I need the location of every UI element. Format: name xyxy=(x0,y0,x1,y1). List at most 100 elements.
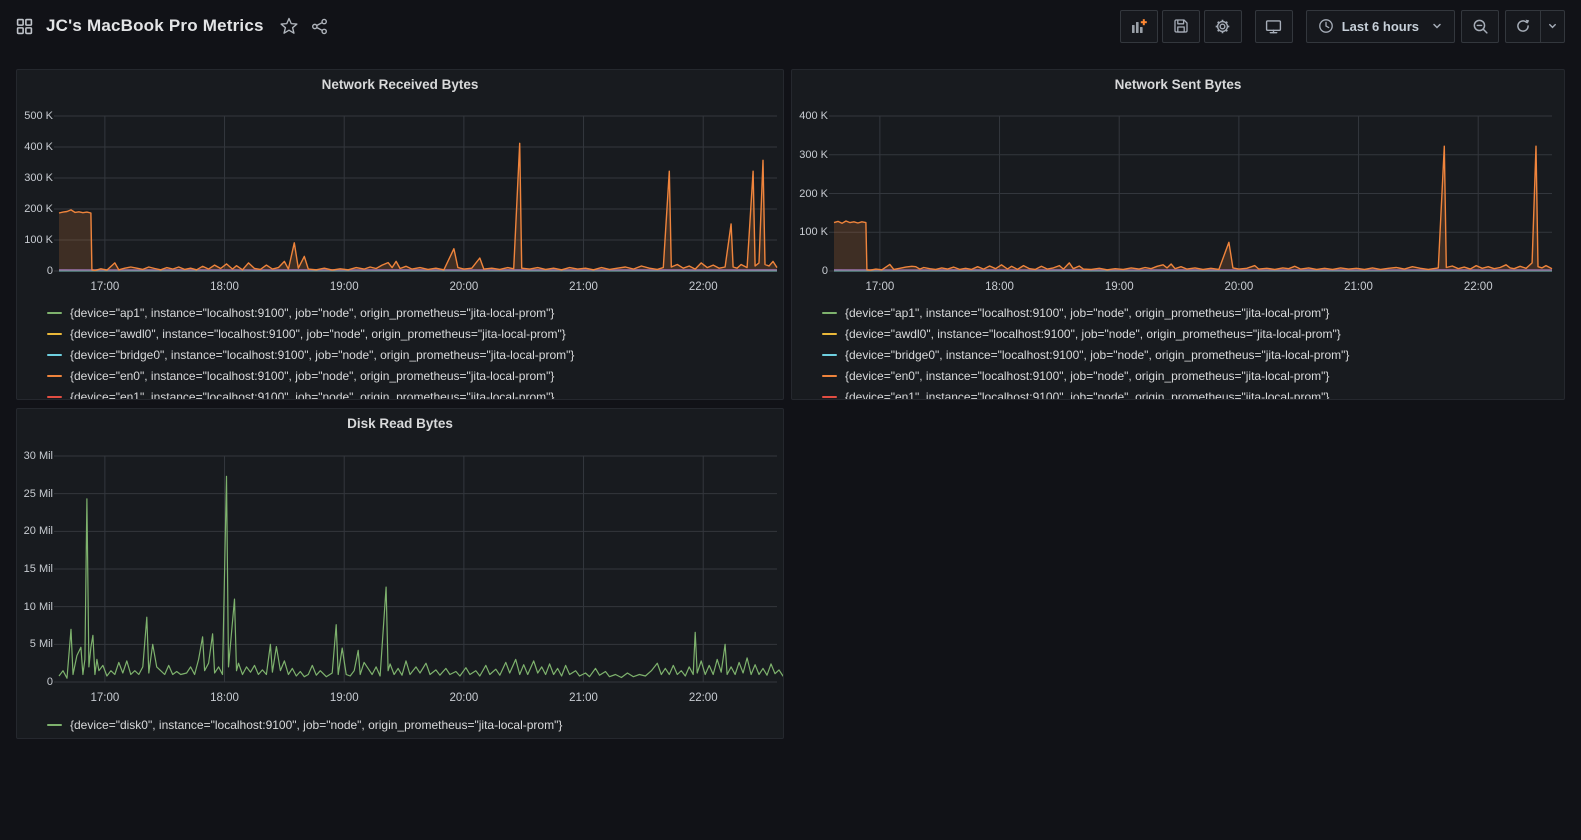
legend-series-label: {device="bridge0", instance="localhost:9… xyxy=(845,347,1350,362)
legend-series-color-dash xyxy=(47,723,62,726)
legend-series-label: {device="disk0", instance="localhost:910… xyxy=(70,717,563,732)
star-dashboard-button[interactable] xyxy=(280,17,298,35)
legend-series-color-dash xyxy=(47,374,62,377)
refresh-icon xyxy=(1517,19,1530,32)
x-axis-tick-label: 20:00 xyxy=(1224,281,1254,293)
share-icon xyxy=(311,18,327,34)
dashboard-title: JC's MacBook Pro Metrics xyxy=(46,16,264,35)
x-axis-tick-label: 21:00 xyxy=(569,281,598,293)
legend-series-color-dash xyxy=(822,332,837,335)
x-axis-tick-label: 19:00 xyxy=(329,281,359,293)
time-series-plot[interactable] xyxy=(54,455,783,683)
x-axis-tick-label: 22:00 xyxy=(1463,281,1493,293)
panel-title[interactable]: Disk Read Bytes xyxy=(347,416,453,431)
y-axis-tick-label: 300 K xyxy=(799,148,828,161)
y-axis-tick-label: 10 Mil xyxy=(23,600,53,613)
x-axis-tick-label: 18:00 xyxy=(985,281,1014,293)
y-axis-tick-label: 400 K xyxy=(24,141,53,153)
x-axis-tick-label: 19:00 xyxy=(329,692,359,704)
legend-series-label: {device="en0", instance="localhost:9100"… xyxy=(845,368,1330,383)
x-axis-tick-label: 22:00 xyxy=(688,281,718,293)
save-dashboard-button[interactable] xyxy=(1161,9,1200,43)
legend-series-label: {device="ap1", instance="localhost:9100"… xyxy=(70,305,555,320)
x-axis-tick-label: 20:00 xyxy=(449,281,479,293)
panel-title[interactable]: Network Sent Bytes xyxy=(1114,77,1242,92)
time-series-plot[interactable] xyxy=(829,115,1553,272)
legend-series-color-dash xyxy=(47,353,62,356)
x-axis: 17:00 18:00 19:00 20:00 21:00 22:00 xyxy=(59,281,777,295)
legend-series-color-dash xyxy=(47,311,62,314)
dashboard-settings-button[interactable] xyxy=(1203,9,1242,43)
legend-series-toggle[interactable]: {device="disk0", instance="localhost:910… xyxy=(47,714,775,735)
x-axis-tick-label: 21:00 xyxy=(569,692,598,704)
legend-series-color-dash xyxy=(822,395,837,398)
cycle-view-mode-button[interactable] xyxy=(1254,9,1293,43)
legend-series-color-dash xyxy=(47,332,62,335)
refresh-dashboard-button[interactable] xyxy=(1505,9,1541,43)
x-axis-tick-label: 18:00 xyxy=(210,281,239,293)
x-axis: 17:00 18:00 19:00 20:00 21:00 22:00 xyxy=(59,692,777,706)
refresh-interval-dropdown[interactable] xyxy=(1541,9,1565,43)
time-series-plot[interactable] xyxy=(54,115,778,272)
y-axis-tick-label: 400 K xyxy=(799,110,828,122)
y-axis-tick-label: 25 Mil xyxy=(23,487,53,500)
legend-series-label: {device="en1", instance="localhost:9100"… xyxy=(70,389,555,400)
x-axis-tick-label: 17:00 xyxy=(90,281,120,293)
legend-series-toggle[interactable]: {device="en1", instance="localhost:9100"… xyxy=(47,386,775,400)
y-axis: 0 5 Mil 10 Mil 15 Mil 20 Mil 25 Mil 30 Mil xyxy=(17,450,53,688)
x-axis-tick-label: 17:00 xyxy=(90,692,120,704)
legend-series-label: {device="awdl0", instance="localhost:910… xyxy=(845,326,1341,341)
y-axis-tick-label: 200 K xyxy=(24,203,53,215)
legend-series-label: {device="en1", instance="localhost:9100"… xyxy=(845,389,1330,400)
legend-series-toggle[interactable]: {device="bridge0", instance="localhost:9… xyxy=(47,344,775,365)
panel-disk-read-bytes: Disk Read Bytes 0 5 Mil 10 Mil 15 Mil 20 Mil… xyxy=(16,408,784,739)
panel-network-received-bytes: Network Received Bytes 0 100 K 200 K 300 K 4… xyxy=(16,69,784,400)
legend: {device="disk0", instance="localhost:910… xyxy=(47,714,775,735)
legend-series-toggle[interactable]: {device="ap1", instance="localhost:9100"… xyxy=(47,302,775,323)
legend-series-label: {device="ap1", instance="localhost:9100"… xyxy=(845,305,1330,320)
x-axis-tick-label: 20:00 xyxy=(449,692,479,704)
add-panel-button[interactable] xyxy=(1119,9,1158,43)
legend-series-color-dash xyxy=(822,374,837,377)
legend-series-color-dash xyxy=(822,353,837,356)
star-icon xyxy=(280,17,298,34)
x-axis-tick-label: 17:00 xyxy=(865,281,895,293)
add-panel-icon xyxy=(1132,18,1148,33)
y-axis-tick-label: 20 Mil xyxy=(23,525,53,538)
legend-series-toggle[interactable]: {device="en1", instance="localhost:9100"… xyxy=(822,386,1556,400)
time-range-label: Last 6 hours xyxy=(1341,18,1419,34)
time-range-zoom-out-button[interactable] xyxy=(1461,9,1499,43)
legend-series-toggle[interactable]: {device="awdl0", instance="localhost:910… xyxy=(822,323,1556,344)
dashboards-grid-icon[interactable] xyxy=(16,18,33,35)
y-axis-tick-label: 100 K xyxy=(799,226,828,239)
legend-series-toggle[interactable]: {device="ap1", instance="localhost:9100"… xyxy=(822,302,1556,323)
y-axis-tick-label: 100 K xyxy=(24,234,53,246)
legend-series-toggle[interactable]: {device="awdl0", instance="localhost:910… xyxy=(47,323,775,344)
panel-title[interactable]: Network Received Bytes xyxy=(321,77,479,92)
y-axis-tick-label: 0 xyxy=(46,265,53,277)
clock-icon xyxy=(1318,19,1333,33)
top-nav-bar: JC's MacBook Pro Metrics xyxy=(0,0,1581,52)
time-range-picker[interactable]: Last 6 hours xyxy=(1305,9,1455,43)
panel-network-sent-bytes: Network Sent Bytes 0 100 K 200 K 300 K 400 K… xyxy=(791,69,1565,400)
dashboard-toolbar: Last 6 hours xyxy=(1119,9,1565,43)
legend-series-toggle[interactable]: {device="en0", instance="localhost:9100"… xyxy=(47,365,775,386)
legend-series-color-dash xyxy=(47,395,62,398)
y-axis: 0 100 K 200 K 300 K 400 K 500 K xyxy=(17,110,53,277)
legend: {device="ap1", instance="localhost:9100"… xyxy=(822,302,1556,400)
legend-series-label: {device="awdl0", instance="localhost:910… xyxy=(70,326,566,341)
legend: {device="ap1", instance="localhost:9100"… xyxy=(47,302,775,400)
gear-icon xyxy=(1215,19,1230,33)
chevron-down-icon xyxy=(1433,23,1441,29)
zoom-out-icon xyxy=(1473,19,1488,34)
share-dashboard-button[interactable] xyxy=(311,18,328,35)
y-axis-tick-label: 15 Mil xyxy=(23,563,53,575)
legend-series-toggle[interactable]: {device="bridge0", instance="localhost:9… xyxy=(822,344,1556,365)
legend-series-toggle[interactable]: {device="en0", instance="localhost:9100"… xyxy=(822,365,1556,386)
y-axis-tick-label: 500 K xyxy=(24,110,53,122)
y-axis-tick-label: 30 Mil xyxy=(23,450,53,462)
chevron-down-icon xyxy=(1549,23,1556,29)
x-axis-tick-label: 21:00 xyxy=(1344,281,1373,293)
tv-monitor-icon xyxy=(1266,19,1282,33)
